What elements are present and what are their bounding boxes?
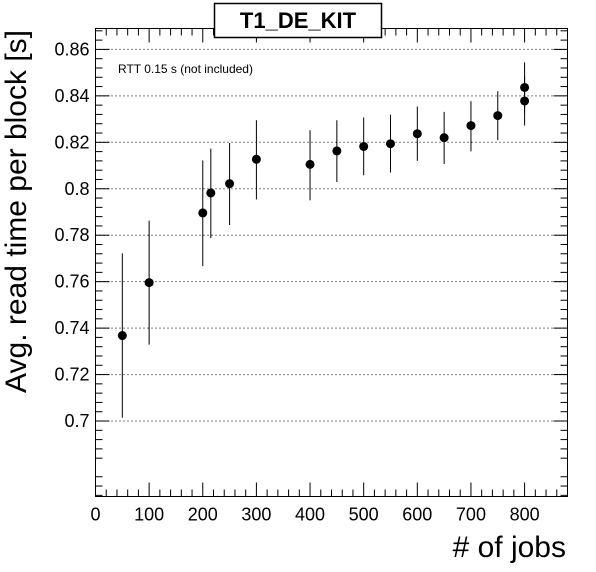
y-tick-label: 0.82 xyxy=(54,132,89,152)
rtt-annotation: RTT 0.15 s (not included) xyxy=(118,62,253,76)
data-point xyxy=(206,188,216,198)
data-point xyxy=(520,82,530,92)
data-points xyxy=(117,82,530,341)
y-axis-title: Avg. read time per block [s] xyxy=(0,30,33,393)
data-point xyxy=(412,129,422,139)
x-tick-label: 700 xyxy=(456,505,486,525)
x-axis-title: # of jobs xyxy=(453,531,566,564)
x-tick-label: 400 xyxy=(295,505,325,525)
grid-lines xyxy=(95,48,568,422)
x-tick-label: 0 xyxy=(90,505,100,525)
data-point xyxy=(359,141,369,151)
y-tick-label: 0.74 xyxy=(54,318,89,338)
x-tick-label: 800 xyxy=(510,505,540,525)
chart-title: T1_DE_KIT xyxy=(240,8,357,33)
y-tick-label: 0.8 xyxy=(64,179,89,199)
data-point xyxy=(117,331,127,341)
data-point xyxy=(144,278,154,288)
y-tick-labels: 0.7 0.72 0.74 0.76 0.78 0.8 0.82 0.84 0.86 xyxy=(54,39,89,431)
y-tick-label: 0.7 xyxy=(64,411,89,431)
x-tick-label: 600 xyxy=(402,505,432,525)
data-point xyxy=(332,146,342,156)
x-tick-label: 500 xyxy=(349,505,379,525)
y-tick-label: 0.78 xyxy=(54,225,89,245)
error-bars xyxy=(121,62,526,418)
data-point xyxy=(251,154,261,164)
plot-frame xyxy=(95,28,568,497)
data-point xyxy=(305,159,315,169)
data-point xyxy=(198,208,208,218)
data-point xyxy=(520,96,530,106)
y-tick-label: 0.76 xyxy=(54,272,89,292)
title-box xyxy=(213,2,383,39)
data-point xyxy=(225,179,235,189)
x-tick-label: 300 xyxy=(241,505,271,525)
x-tick-labels: 0 100 200 300 400 500 600 700 800 xyxy=(90,505,539,525)
data-point xyxy=(493,111,503,121)
x-tick-label: 100 xyxy=(134,505,164,525)
data-point xyxy=(386,139,395,149)
y-tick-label: 0.72 xyxy=(54,365,89,385)
y-tick-label: 0.86 xyxy=(54,39,89,59)
y-tick-label: 0.84 xyxy=(54,86,89,106)
x-tick-label: 200 xyxy=(188,505,218,525)
data-point xyxy=(439,133,449,143)
data-point xyxy=(466,121,476,131)
axis-ticks xyxy=(95,28,568,497)
